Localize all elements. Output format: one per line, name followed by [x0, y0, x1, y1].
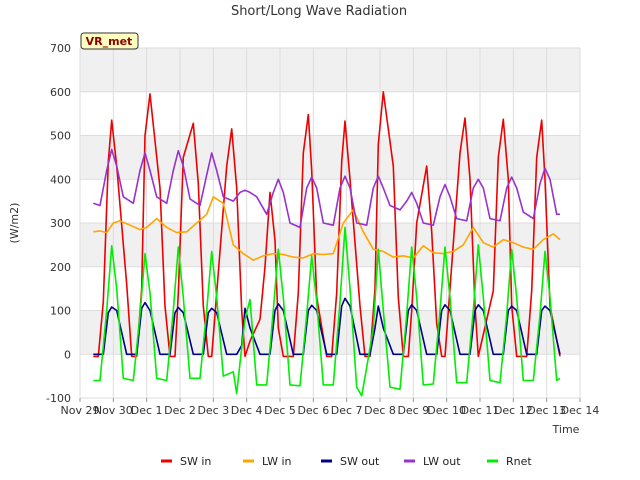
chart-title: Short/Long Wave Radiation	[231, 4, 407, 19]
badge-box	[80, 32, 139, 50]
badge: VR_met	[80, 32, 139, 50]
y-tick-label: 700	[50, 42, 71, 55]
series-line-sw-out	[93, 297, 561, 356]
x-tick-label: Dec 5	[264, 404, 296, 417]
x-tick-label: Dec 4	[231, 404, 263, 417]
x-tick-label: Dec 7	[331, 404, 363, 417]
series-line-lw-out	[93, 148, 560, 229]
legend: SW in LW in SW out LW out Rnet	[161, 455, 532, 468]
legend-label-sw-out: SW out	[340, 455, 380, 468]
plot-bands	[80, 48, 580, 355]
x-tick-label: Dec 8	[364, 404, 396, 417]
x-axis-label: Time	[552, 423, 580, 436]
series-line-rnet	[93, 226, 561, 397]
x-tick-label: Dec 2	[164, 404, 196, 417]
y-tick-label: 500	[50, 130, 71, 143]
x-tick-label: Dec 9	[397, 404, 429, 417]
x-tick-label: Dec 3	[197, 404, 229, 417]
legend-label-sw-in: SW in	[180, 455, 211, 468]
plot-band	[80, 135, 580, 180]
plot-band	[80, 48, 580, 92]
series-line-lw-in	[93, 196, 561, 262]
series-lines	[93, 91, 561, 397]
x-tick-label: Nov 30	[94, 404, 133, 417]
x-tick-label: Dec 10	[427, 404, 466, 417]
x-tick-label: Dec 13	[527, 404, 566, 417]
badge-label: VR_met	[86, 35, 133, 48]
plot-band	[80, 223, 580, 267]
y-tick-label: 300	[50, 217, 71, 230]
x-tick-label: Dec 1	[131, 404, 163, 417]
legend-label-lw-out: LW out	[423, 455, 461, 468]
x-tick-label: Dec 14	[561, 404, 600, 417]
y-tick-label: 600	[50, 86, 71, 99]
legend-label-rnet: Rnet	[506, 455, 532, 468]
legend-label-lw-in: LW in	[262, 455, 292, 468]
y-axis-label: (W/m2)	[8, 203, 21, 244]
x-tick-label: Dec 6	[297, 404, 329, 417]
y-tick-label: 100	[50, 305, 71, 318]
y-tick-label: 200	[50, 261, 71, 274]
x-tick-label: Dec 11	[461, 404, 500, 417]
x-tick-label: Dec 12	[494, 404, 533, 417]
y-tick-label: 400	[50, 173, 71, 186]
x-tick-label: Nov 29	[61, 404, 100, 417]
plot-band	[80, 310, 580, 355]
y-tick-label: 0	[64, 348, 71, 361]
y-tick-label: -100	[46, 392, 71, 405]
y-axis-ticks: -100 0 100 200 300 400 500 600 700	[46, 42, 71, 405]
